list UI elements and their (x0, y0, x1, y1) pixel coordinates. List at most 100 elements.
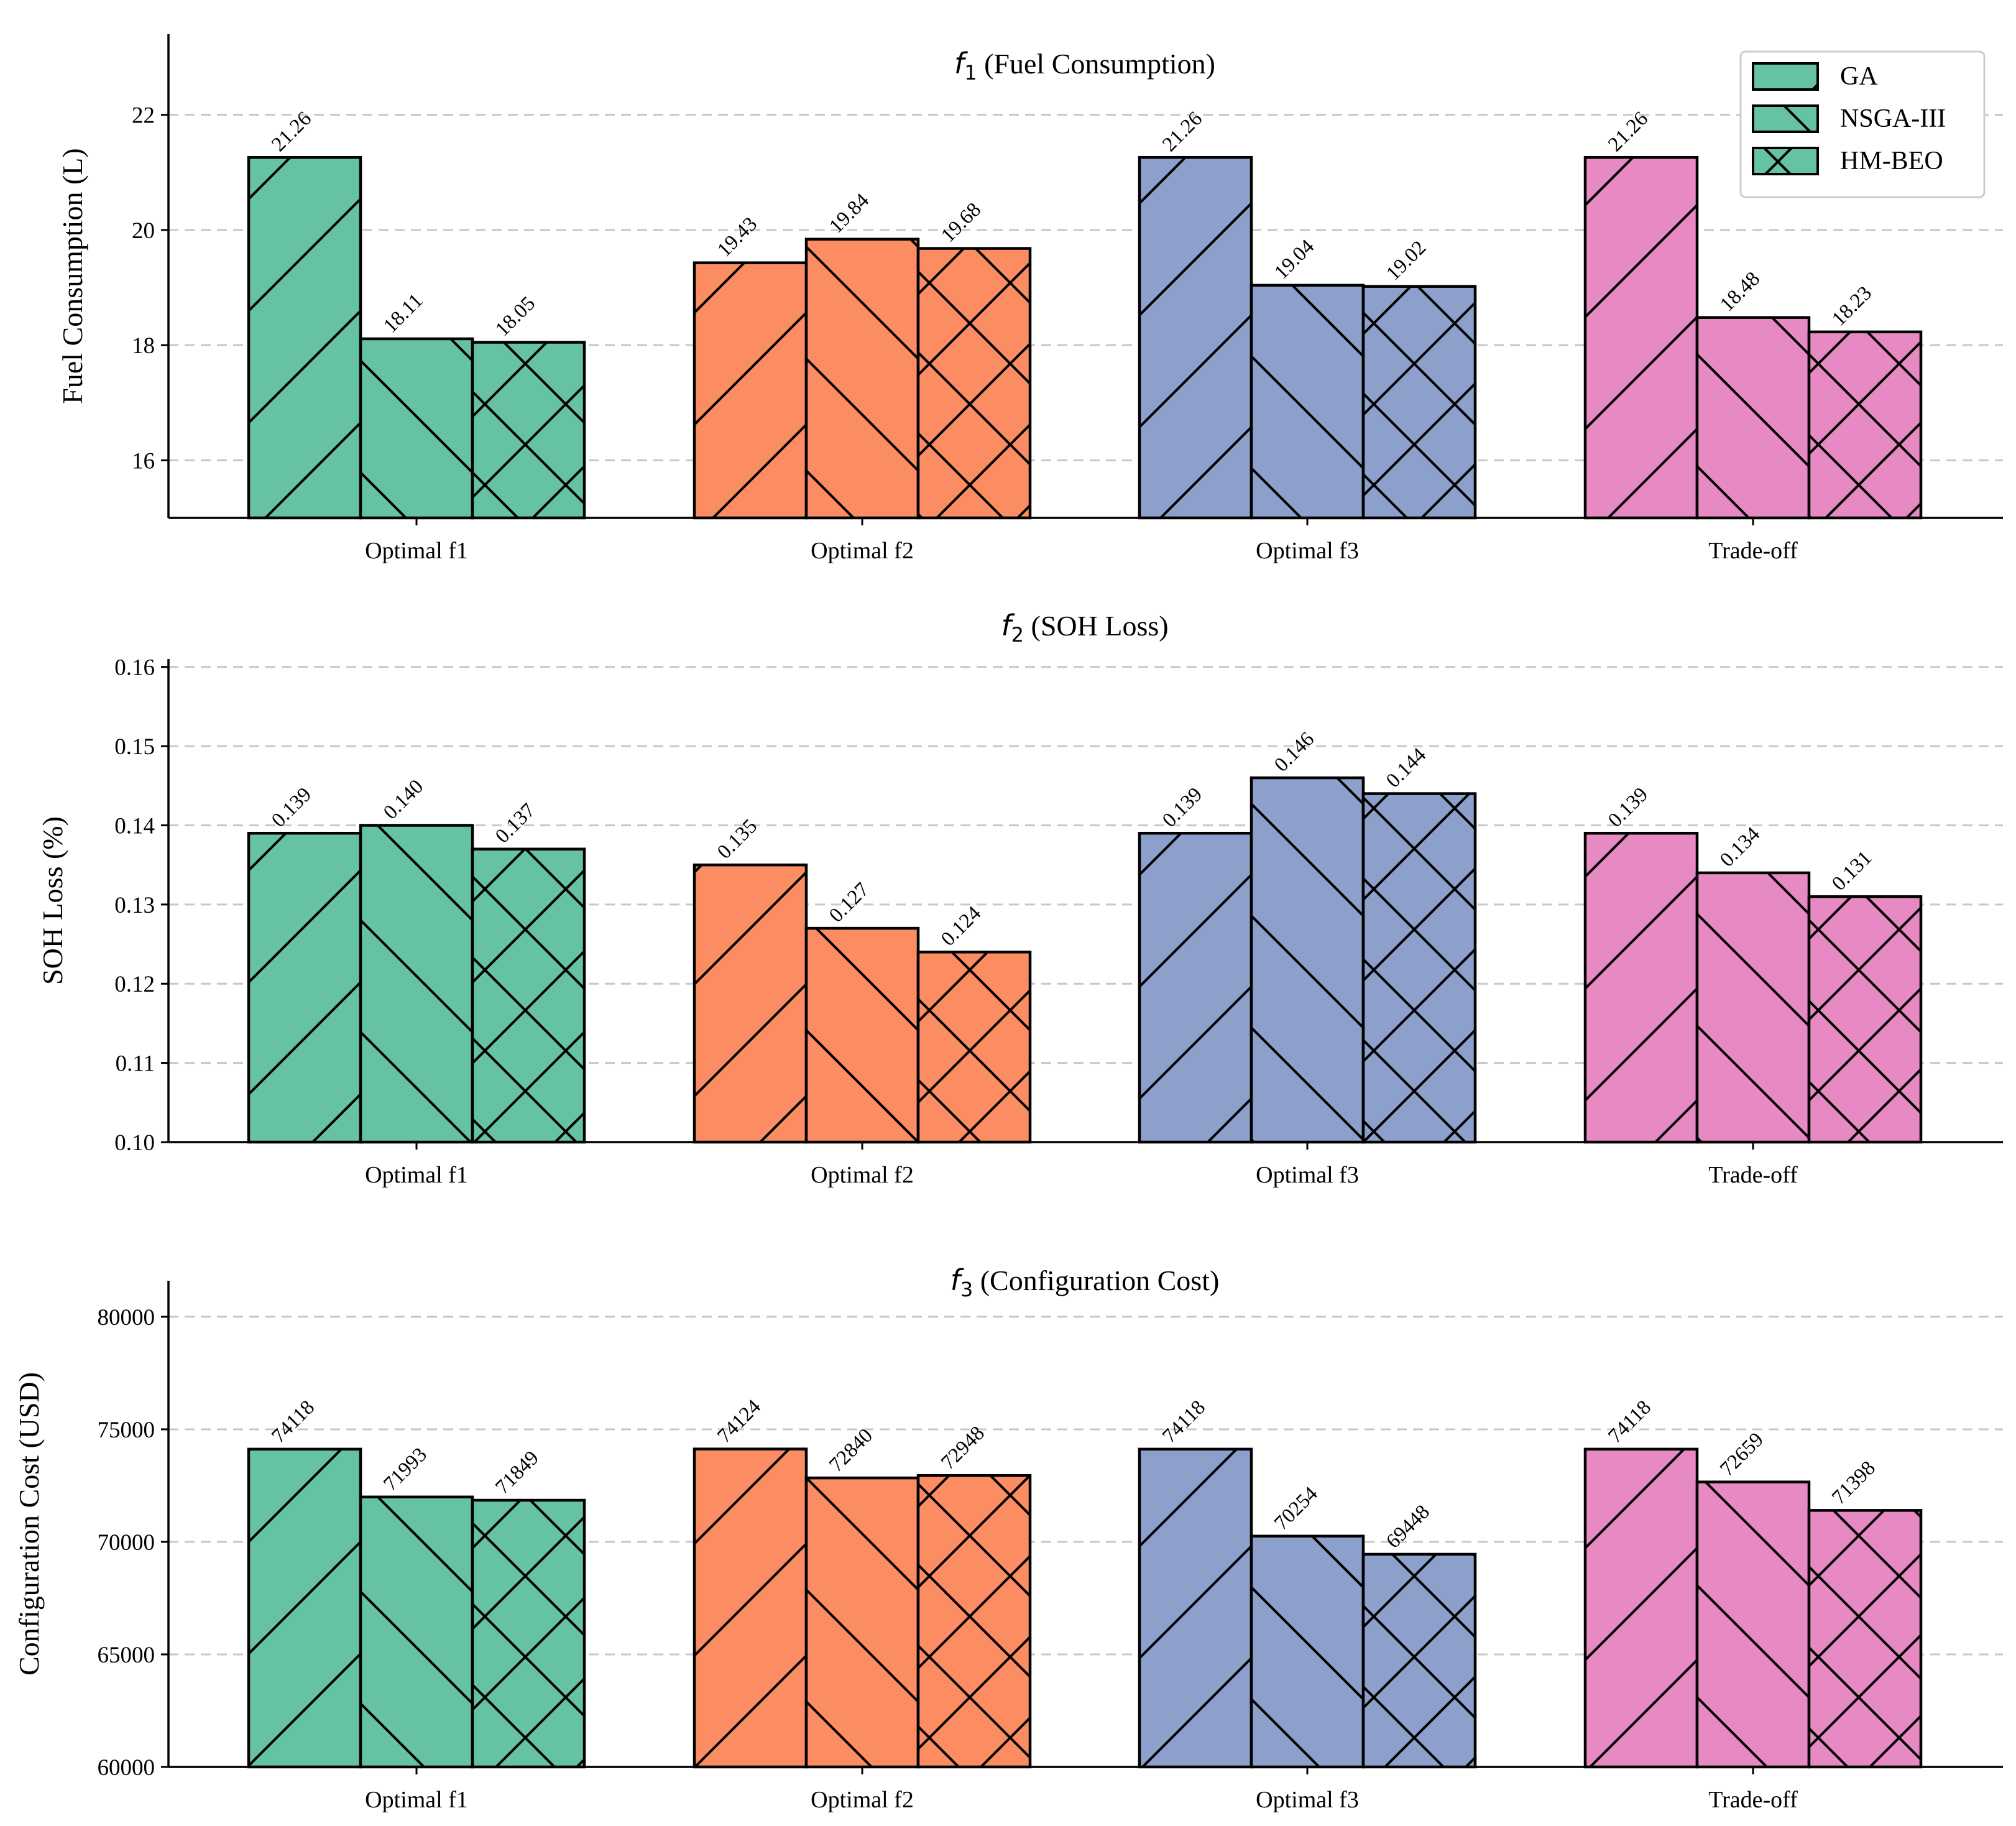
x-tick-label: Optimal f1 (365, 538, 468, 564)
bar-nsga-iii-optimal-f2-hatch (804, 1476, 920, 1769)
bar-nsga-iii-optimal-f3-hatch (1250, 1534, 1365, 1769)
data-label: 0.139 (1158, 783, 1207, 832)
data-label: 21.26 (1158, 108, 1207, 156)
data-label: 0.131 (1828, 847, 1876, 895)
chart-title: f2 (SOH Loss) (1001, 609, 1168, 647)
data-label: 71398 (1828, 1457, 1880, 1509)
data-label: 19.02 (1382, 236, 1430, 285)
x-tick-label: Optimal f2 (811, 538, 914, 564)
chart-title: f3 (Configuration Cost) (950, 1263, 1220, 1301)
legend-swatch-ga-hatch (1752, 62, 1819, 91)
bar-hm-beo-optimal-f2-hatch (916, 1473, 1032, 1769)
bar-ga-optimal-f3-hatch (1138, 155, 1253, 520)
data-label: 71849 (491, 1447, 543, 1499)
data-label: 19.68 (937, 198, 985, 247)
legend-swatch-hm-beo-hatch (1752, 147, 1819, 175)
legend-swatch-nsga-iii-hatch (1752, 104, 1819, 133)
bar-hm-beo-trade-off-hatch (1807, 1509, 1923, 1769)
y-axis-title: Fuel Consumption (L) (57, 148, 88, 403)
bar-ga-optimal-f1-hatch (247, 831, 362, 1144)
data-label: 0.146 (1270, 728, 1319, 777)
y-tick-label: 0.11 (116, 1051, 155, 1077)
bar-ga-optimal-f2-hatch (693, 1447, 808, 1769)
y-tick-label: 80000 (98, 1305, 155, 1330)
data-label: 72659 (1716, 1429, 1768, 1481)
data-label: 74124 (713, 1396, 765, 1448)
bar-nsga-iii-trade-off-hatch (1695, 871, 1811, 1144)
bar-nsga-iii-optimal-f1-hatch (359, 337, 474, 520)
x-tick-label: Trade-off (1708, 1162, 1798, 1188)
bar-ga-trade-off-hatch (1583, 1447, 1699, 1769)
data-label: 18.11 (379, 290, 427, 338)
legend: GA NSGA-III HM-BEO (1739, 50, 1986, 198)
bar-nsga-iii-optimal-f1-hatch (359, 1495, 474, 1769)
data-label: 74118 (1604, 1396, 1655, 1448)
y-tick-label: 0.12 (114, 972, 155, 997)
legend-label-nsga-iii: NSGA-III (1840, 104, 1946, 133)
y-tick-label: 20 (132, 218, 155, 244)
legend-label-ga: GA (1840, 62, 1878, 91)
configuration-cost-chart: 60000 65000 70000 75000 80000 74118 74124 74118… (13, 1263, 2003, 1813)
y-tick-label: 0.16 (114, 655, 155, 681)
x-tick-label: Optimal f1 (365, 1787, 468, 1813)
bar-nsga-iii-optimal-f2-hatch (804, 237, 920, 520)
bar-hm-beo-optimal-f3-hatch (1361, 792, 1477, 1144)
y-axis-title: SOH Loss (%) (37, 816, 68, 985)
data-label: 72840 (825, 1424, 877, 1477)
bar-nsga-iii-optimal-f3-hatch (1250, 284, 1365, 520)
x-tick-label: Optimal f2 (811, 1787, 914, 1813)
bar-ga-optimal-f1-hatch (247, 1447, 362, 1769)
data-label: 0.144 (1382, 744, 1430, 792)
data-label: 0.137 (491, 799, 540, 847)
bar-nsga-iii-trade-off-hatch (1695, 316, 1811, 520)
chart-title: f1 (Fuel Consumption) (954, 47, 1215, 85)
data-label: 0.134 (1716, 823, 1764, 872)
bar-hm-beo-trade-off-hatch (1807, 330, 1923, 520)
data-label: 0.124 (937, 902, 985, 951)
legend-label-hm-beo: HM-BEO (1840, 147, 1943, 175)
y-tick-label: 0.13 (114, 893, 155, 918)
bar-nsga-iii-optimal-f3-hatch (1250, 776, 1365, 1144)
x-tick-label: Optimal f2 (811, 1162, 914, 1188)
x-tick-label: Optimal f1 (365, 1162, 468, 1188)
bar-ga-trade-off-hatch (1583, 155, 1699, 520)
y-tick-label: 60000 (98, 1755, 155, 1781)
bar-nsga-iii-optimal-f2-hatch (804, 926, 920, 1144)
y-tick-label: 0.10 (114, 1130, 155, 1156)
bar-ga-trade-off-hatch (1583, 831, 1699, 1144)
x-tick-label: Optimal f3 (1256, 1162, 1359, 1188)
data-label: 0.127 (825, 878, 873, 927)
y-tick-label: 16 (132, 448, 155, 474)
data-label: 74118 (1158, 1396, 1210, 1448)
bar-hm-beo-optimal-f2-hatch (916, 951, 1032, 1144)
x-tick-label: Trade-off (1708, 538, 1798, 564)
x-tick-label: Optimal f3 (1256, 538, 1359, 564)
y-tick-label: 75000 (98, 1418, 155, 1443)
data-label: 69448 (1382, 1501, 1434, 1553)
bar-hm-beo-optimal-f3-hatch (1361, 1552, 1477, 1769)
soh-loss-chart: 0.10 0.11 0.12 0.13 0.14 0.15 0.16 0.139 0.135 0.… (37, 609, 2003, 1188)
bar-hm-beo-optimal-f2-hatch (916, 247, 1032, 520)
y-tick-label: 0.15 (114, 734, 155, 760)
bar-hm-beo-optimal-f1-hatch (471, 847, 586, 1144)
data-label: 74118 (267, 1396, 319, 1448)
y-tick-label: 70000 (98, 1530, 155, 1556)
bar-nsga-iii-trade-off-hatch (1695, 1480, 1811, 1769)
y-tick-label: 22 (132, 103, 155, 129)
bar-ga-optimal-f2-hatch (693, 261, 808, 520)
data-label: 0.140 (379, 775, 428, 824)
y-tick-label: 0.14 (114, 813, 155, 839)
data-label: 18.23 (1828, 282, 1876, 331)
y-tick-label: 65000 (98, 1643, 155, 1668)
data-label: 18.48 (1716, 267, 1764, 316)
data-label: 70254 (1270, 1483, 1322, 1535)
data-label: 19.04 (1270, 236, 1319, 284)
bar-ga-optimal-f3-hatch (1138, 831, 1253, 1144)
data-label: 19.43 (713, 213, 762, 261)
y-tick-label: 18 (132, 333, 155, 359)
bar-ga-optimal-f1-hatch (247, 155, 362, 520)
bar-ga-optimal-f3-hatch (1138, 1447, 1253, 1769)
bar-ga-optimal-f2-hatch (693, 863, 808, 1144)
